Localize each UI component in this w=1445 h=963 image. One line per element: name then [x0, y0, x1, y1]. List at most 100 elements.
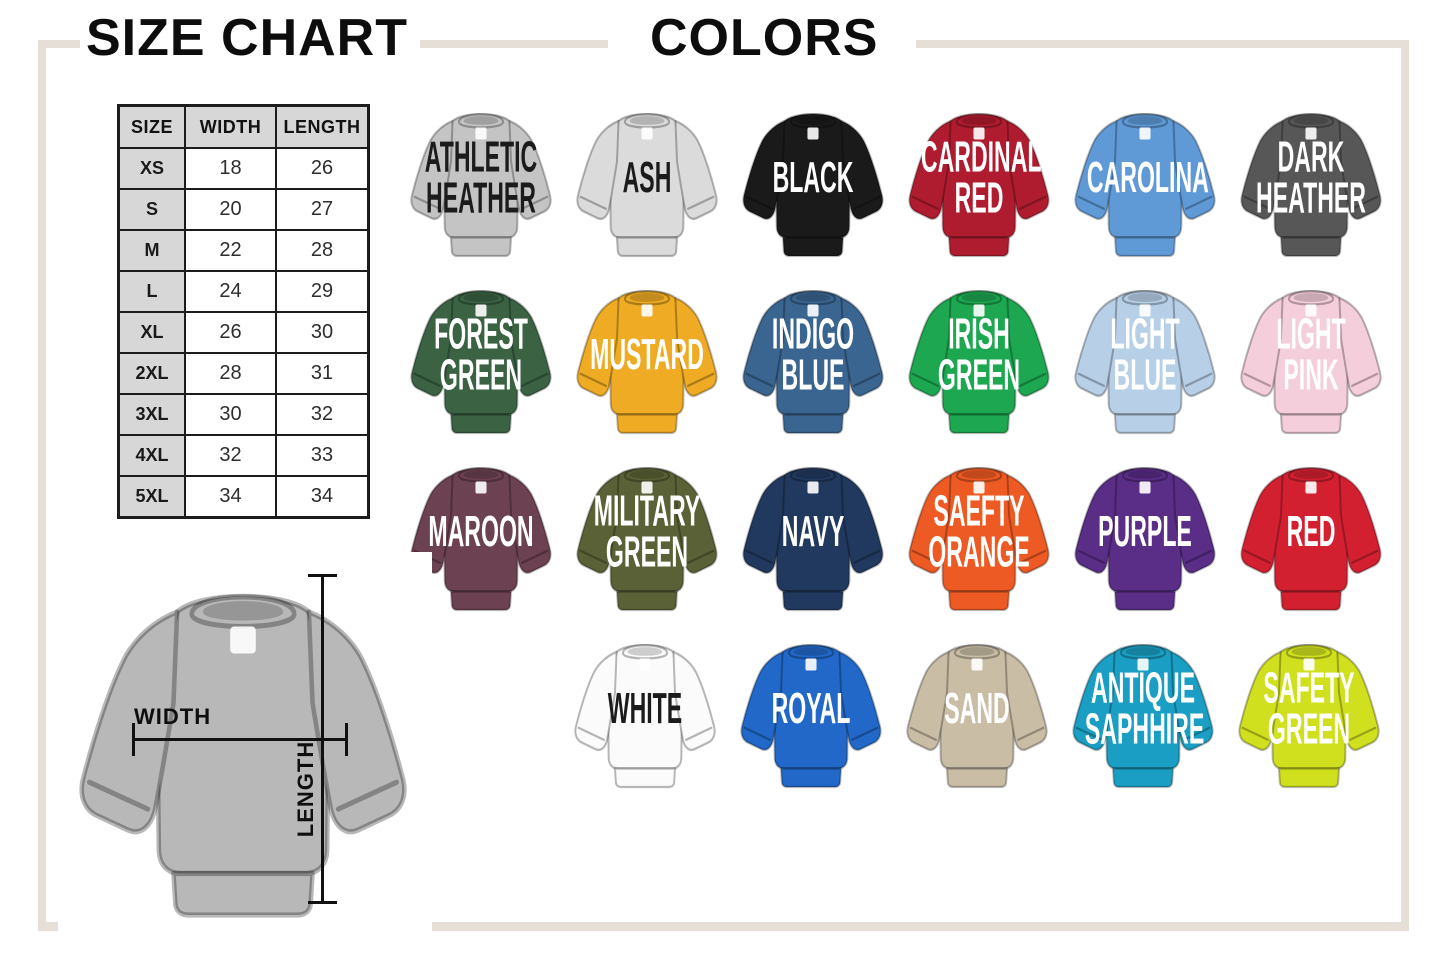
table-header-row: SIZE WIDTH LENGTH	[117, 104, 370, 149]
color-row: WHITE ROYAL SAND ANTIQUE SAPHHIRE	[390, 625, 1402, 802]
color-item: NAVY	[730, 448, 896, 625]
frame-top-line-middle	[420, 40, 608, 48]
color-label: NAVY	[781, 506, 845, 556]
color-grid: ATHLETIC HEATHER ASH BLACK CARDINAL RED	[390, 88, 1402, 802]
size-cell: M	[117, 229, 186, 272]
color-item: LIGHT PINK	[1228, 271, 1394, 448]
table-row: 4XL 32 33	[117, 434, 370, 477]
size-cell: 3XL	[117, 393, 186, 436]
table-row: 2XL 28 31	[117, 352, 370, 395]
length-cell: 31	[275, 352, 370, 395]
color-item: ROYAL	[728, 625, 894, 802]
frame-bottom-line	[38, 922, 1409, 931]
color-item: PURPLE	[1062, 448, 1228, 625]
width-label: WIDTH	[134, 704, 212, 729]
width-cell: 32	[184, 434, 277, 477]
color-row: FOREST GREEN MUSTARD INDIGO BLUE IRISH G…	[390, 271, 1402, 448]
table-row: L 24 29	[117, 270, 370, 313]
color-label: LIGHT BLUE	[1110, 309, 1180, 400]
color-item: CAROLINA	[1062, 94, 1228, 271]
color-label: SAFETY GREEN	[1263, 663, 1355, 754]
color-item: FOREST GREEN	[398, 271, 564, 448]
color-label: FOREST GREEN	[434, 309, 528, 400]
length-cell: 27	[275, 188, 370, 231]
size-cell: 5XL	[117, 475, 186, 518]
color-item: ATHLETIC HEATHER	[398, 94, 564, 271]
column-header-width: WIDTH	[184, 104, 277, 149]
frame-top-line-left	[38, 40, 80, 48]
color-label: DARK HEATHER	[1256, 132, 1366, 223]
color-label: ATHLETIC HEATHER	[424, 132, 538, 223]
color-item: WHITE	[562, 625, 728, 802]
color-item: MILITARY GREEN	[564, 448, 730, 625]
color-row: MAROON MILITARY GREEN NAVY SAEFTY ORANGE	[390, 448, 1402, 625]
frame-top-line-right	[916, 40, 1409, 48]
color-item: BLACK	[730, 94, 896, 271]
color-label: SAND	[944, 683, 1010, 733]
color-label: MUSTARD	[590, 329, 704, 379]
table-row: M 22 28	[117, 229, 370, 272]
color-item: IRISH GREEN	[896, 271, 1062, 448]
size-cell: 4XL	[117, 434, 186, 477]
color-item: SAEFTY ORANGE	[896, 448, 1062, 625]
width-cell: 34	[184, 475, 277, 518]
size-cell: 2XL	[117, 352, 186, 395]
color-item: MUSTARD	[564, 271, 730, 448]
color-item: SAFETY GREEN	[1226, 625, 1392, 802]
length-cell: 26	[275, 147, 370, 190]
color-row: ATHLETIC HEATHER ASH BLACK CARDINAL RED	[390, 94, 1402, 271]
table-row: XL 26 30	[117, 311, 370, 354]
color-label: ROYAL	[771, 683, 851, 733]
size-chart-title: SIZE CHART	[86, 9, 408, 67]
length-cell: 33	[275, 434, 370, 477]
length-cell: 30	[275, 311, 370, 354]
color-item: ASH	[564, 94, 730, 271]
width-cell: 20	[184, 188, 277, 231]
color-label: CAROLINA	[1086, 152, 1209, 202]
table-row: S 20 27	[117, 188, 370, 231]
colors-title: COLORS	[650, 9, 879, 67]
color-item: ANTIQUE SAPHHIRE	[1060, 625, 1226, 802]
frame-right-line	[1401, 40, 1409, 931]
measurement-diagram: WIDTH LENGTH	[58, 552, 432, 948]
column-header-length: LENGTH	[275, 104, 370, 149]
color-label: RED	[1286, 506, 1336, 556]
size-cell: S	[117, 188, 186, 231]
table-row: 5XL 34 34	[117, 475, 370, 518]
length-cell: 28	[275, 229, 370, 272]
length-label: LENGTH	[293, 740, 318, 838]
color-label: MAROON	[428, 506, 534, 556]
color-label: CARDINAL RED	[920, 132, 1042, 223]
measurement-sweatshirt-image	[60, 558, 426, 942]
color-label: WHITE	[607, 683, 683, 733]
color-item: DARK HEATHER	[1228, 94, 1394, 271]
color-item: CARDINAL RED	[896, 94, 1062, 271]
width-cell: 24	[184, 270, 277, 313]
color-label: ASH	[622, 152, 672, 202]
width-cell: 30	[184, 393, 277, 436]
color-item: MAROON	[398, 448, 564, 625]
color-item: LIGHT BLUE	[1062, 271, 1228, 448]
size-cell: XS	[117, 147, 186, 190]
width-cell: 26	[184, 311, 277, 354]
color-label: LIGHT PINK	[1276, 309, 1346, 400]
color-label: SAEFTY ORANGE	[928, 486, 1030, 577]
color-label: IRISH GREEN	[937, 309, 1021, 400]
length-cell: 29	[275, 270, 370, 313]
size-cell: L	[117, 270, 186, 313]
column-header-size: SIZE	[117, 104, 186, 149]
width-cell: 28	[184, 352, 277, 395]
color-item: INDIGO BLUE	[730, 271, 896, 448]
width-cell: 18	[184, 147, 277, 190]
table-row: 3XL 30 32	[117, 393, 370, 436]
frame-left-line	[38, 40, 46, 930]
table-row: XS 18 26	[117, 147, 370, 190]
color-label: MILITARY GREEN	[593, 486, 701, 577]
size-chart-table: SIZE WIDTH LENGTH XS 18 26 S 20 27 M 22 …	[117, 104, 370, 519]
color-label: ANTIQUE SAPHHIRE	[1084, 663, 1205, 754]
color-label: INDIGO BLUE	[771, 309, 855, 400]
width-cell: 22	[184, 229, 277, 272]
color-label: BLACK	[772, 152, 854, 202]
length-cell: 32	[275, 393, 370, 436]
